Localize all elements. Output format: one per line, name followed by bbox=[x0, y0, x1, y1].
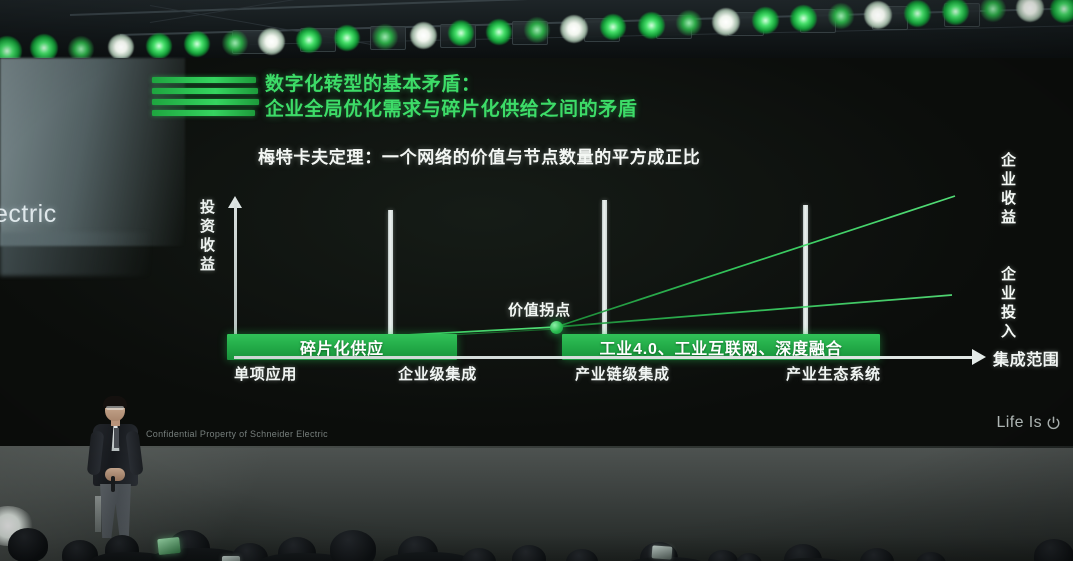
audience-shoulders bbox=[770, 558, 852, 561]
stage-light bbox=[790, 5, 817, 32]
audience-phone-screen bbox=[157, 536, 181, 556]
stage-light bbox=[752, 7, 779, 34]
stage-light bbox=[1050, 0, 1073, 23]
stage-light bbox=[0, 36, 22, 62]
stage-light bbox=[410, 22, 437, 49]
screen-overexposure-lower bbox=[0, 232, 150, 276]
slide-content: 数字化转型的基本矛盾： 企业全局优化需求与碎片化供给之间的矛盾 梅特卡夫定理：一… bbox=[0, 58, 1073, 448]
band-industry-40: 工业4.0、工业互联网、深度融合 bbox=[562, 334, 880, 360]
x-axis-arrow-icon bbox=[972, 349, 986, 365]
y-axis-line bbox=[234, 203, 237, 351]
stage-light bbox=[448, 20, 474, 46]
brand-tagline: Life Is bbox=[997, 414, 1062, 432]
stage-light bbox=[486, 19, 512, 45]
slide-title-line-2: 企业全局优化需求与碎片化供给之间的矛盾 bbox=[265, 99, 638, 120]
curve-label-enterprise-return: 企业收益 bbox=[1000, 152, 1017, 226]
audience-head bbox=[232, 543, 268, 561]
stage-light bbox=[108, 34, 134, 60]
stage-light bbox=[296, 27, 322, 53]
stage-light bbox=[524, 17, 550, 43]
stage-light bbox=[638, 12, 665, 39]
audience-phone-screen bbox=[222, 556, 240, 561]
stage-light bbox=[904, 0, 931, 27]
audience-head bbox=[512, 545, 546, 561]
x-axis-label: 集成范围 bbox=[993, 352, 1060, 369]
x-tick-value-chain-integration: 产业链级集成 bbox=[575, 366, 670, 383]
band-fragmented-supply: 碎片化供应 bbox=[227, 334, 457, 360]
inflection-point-marker bbox=[550, 321, 563, 334]
slide-title: 数字化转型的基本矛盾： 企业全局优化需求与碎片化供给之间的矛盾 bbox=[265, 72, 905, 122]
audience-head bbox=[784, 544, 822, 561]
power-icon bbox=[1047, 416, 1060, 429]
audience-head bbox=[916, 552, 946, 561]
audience-head bbox=[736, 553, 762, 561]
stage-light bbox=[676, 10, 702, 36]
x-tick-industrial-ecosystem: 产业生态系统 bbox=[786, 366, 881, 383]
light-stand bbox=[95, 496, 101, 532]
stage-light bbox=[828, 3, 854, 29]
presenter-silhouette bbox=[83, 396, 147, 538]
value-curves bbox=[235, 195, 956, 348]
stage-lighting-rig bbox=[0, 0, 1073, 62]
y-axis-label: 投资收益 bbox=[199, 199, 216, 273]
audience-head bbox=[8, 528, 48, 561]
x-axis-line bbox=[234, 356, 976, 359]
stage-light bbox=[146, 33, 172, 59]
bars-decoration-icon bbox=[152, 77, 260, 119]
audience-phone-screen bbox=[651, 545, 673, 560]
node-column bbox=[803, 205, 808, 356]
partial-brand-text: ectric bbox=[0, 200, 57, 228]
slide-subtitle: 梅特卡夫定理：一个网络的价值与节点数量的平方成正比 bbox=[258, 148, 701, 167]
audience-shoulders bbox=[382, 552, 474, 561]
slide-title-line-1: 数字化转型的基本矛盾： bbox=[265, 74, 481, 95]
stage-light bbox=[712, 8, 740, 36]
audience-head bbox=[1034, 539, 1073, 561]
chart-area: 投资收益 bbox=[0, 58, 1073, 448]
confidential-notice: Confidential Property of Schneider Elect… bbox=[146, 429, 328, 439]
y-axis-arrow-icon bbox=[228, 196, 242, 208]
node-column bbox=[388, 210, 393, 356]
x-tick-single-application: 单项应用 bbox=[234, 366, 298, 383]
brand-tagline-text: Life Is bbox=[996, 414, 1042, 431]
x-tick-enterprise-integration: 企业级集成 bbox=[398, 366, 478, 383]
stage-light bbox=[560, 15, 588, 43]
audience-head bbox=[62, 540, 98, 561]
stage-light bbox=[864, 1, 892, 29]
curve-label-enterprise-investment: 企业投入 bbox=[1000, 266, 1017, 340]
stage-light bbox=[980, 0, 1006, 22]
audience-shoulders bbox=[90, 552, 170, 561]
stage-light bbox=[600, 14, 626, 40]
audience-head bbox=[462, 548, 496, 561]
audience-shoulders bbox=[258, 553, 348, 561]
inflection-point-label: 价值拐点 bbox=[508, 302, 571, 319]
stage-light bbox=[372, 24, 398, 50]
curve-enterprise-return bbox=[555, 195, 956, 328]
audience-head bbox=[330, 530, 376, 561]
audience-head bbox=[566, 549, 598, 561]
curve-enterprise-investment bbox=[555, 294, 953, 328]
stage-light bbox=[68, 36, 94, 62]
node-column bbox=[602, 200, 607, 356]
stage-light bbox=[942, 0, 969, 25]
stage-light bbox=[1016, 0, 1044, 22]
stage-light bbox=[222, 30, 248, 56]
audience-head bbox=[860, 548, 894, 561]
stage-light bbox=[334, 25, 360, 51]
stage-light bbox=[184, 31, 210, 57]
audience-head bbox=[708, 550, 738, 561]
screen-bottom-edge bbox=[0, 446, 1073, 449]
stage-light bbox=[258, 28, 285, 55]
stage-light bbox=[30, 34, 58, 62]
